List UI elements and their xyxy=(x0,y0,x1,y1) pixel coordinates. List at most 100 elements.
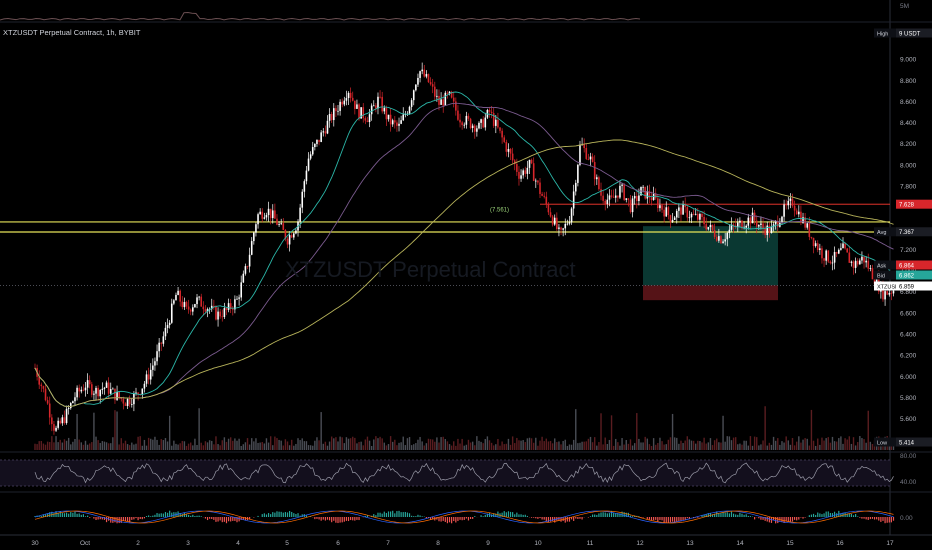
candle-body xyxy=(385,107,388,120)
volume-bar xyxy=(307,445,310,450)
macd-bar xyxy=(131,517,133,520)
volume-bar xyxy=(91,442,93,450)
price-tag-label-6: Low xyxy=(877,440,887,446)
macd-bar xyxy=(44,514,47,517)
candle-body xyxy=(459,119,461,123)
volume-bar xyxy=(665,444,667,450)
candle-body xyxy=(324,131,327,134)
candle-body xyxy=(231,308,234,310)
candle-body xyxy=(461,122,463,126)
candle-body xyxy=(419,71,421,78)
macd-bar xyxy=(78,513,80,517)
volume-bar xyxy=(720,442,722,450)
candle-body xyxy=(665,207,668,217)
volume-bar xyxy=(400,442,402,450)
price-tag-value-bg-3 xyxy=(896,260,932,270)
macd-bar xyxy=(38,516,40,517)
x-tick-label-0: 30 xyxy=(31,540,39,547)
macd-bar xyxy=(726,512,728,517)
macd-bar xyxy=(747,515,749,517)
volume-bar xyxy=(684,440,686,450)
macd-bar xyxy=(179,513,181,517)
candle-body xyxy=(284,229,287,239)
macd-bar xyxy=(354,517,356,521)
macd-bar xyxy=(429,517,432,520)
volume-bar xyxy=(278,439,280,450)
volume-bar xyxy=(766,445,768,450)
macd-bar xyxy=(223,517,225,522)
candle-body xyxy=(53,424,55,431)
candle-body xyxy=(856,260,859,265)
volume-bar xyxy=(823,440,825,450)
macd-bar xyxy=(415,516,417,517)
candle-body xyxy=(137,392,139,395)
macd-bar xyxy=(387,511,390,517)
macd-bar xyxy=(642,517,644,518)
volume-bar xyxy=(575,409,577,450)
candle-body xyxy=(84,387,87,391)
macd-bar xyxy=(143,517,146,519)
y-tick-label-14: 5.800 xyxy=(900,395,917,402)
macd-bar xyxy=(293,513,295,517)
volume-bar xyxy=(221,440,223,450)
macd-bar xyxy=(408,513,411,517)
candle-body xyxy=(867,260,870,269)
candle-body xyxy=(368,114,371,123)
macd-bar xyxy=(631,516,634,517)
y-tick-label-0: 9.000 xyxy=(900,57,917,64)
candle-body xyxy=(657,198,659,209)
macd-bar xyxy=(787,517,789,522)
macd-bar xyxy=(819,513,821,517)
volume-bar xyxy=(89,443,91,450)
volume-bar xyxy=(126,444,129,450)
price-tag-value-4: 6.862 xyxy=(899,273,915,279)
macd-bar xyxy=(49,512,51,517)
candle-body xyxy=(240,282,243,298)
volume-bar xyxy=(486,436,489,450)
candle-body xyxy=(789,198,792,201)
macd-bar xyxy=(541,517,543,520)
x-tick-label-5: 5 xyxy=(285,540,289,547)
macd-bar xyxy=(827,511,829,517)
volume-bar xyxy=(177,444,179,450)
volume-bar xyxy=(758,445,760,450)
candle-body xyxy=(61,417,64,424)
volume-axis-label: 5M xyxy=(900,3,909,10)
volume-bar xyxy=(810,409,813,450)
macd-bar xyxy=(522,514,524,517)
candle-body xyxy=(549,212,552,217)
candle-body xyxy=(741,220,743,229)
macd-bar xyxy=(836,513,838,517)
volume-bar xyxy=(564,439,566,450)
volume-bar xyxy=(181,440,183,450)
volume-bar xyxy=(522,440,524,450)
macd-bar xyxy=(514,514,516,517)
candle-body xyxy=(74,397,76,402)
macd-bar xyxy=(549,517,552,522)
macd-bar xyxy=(625,512,627,517)
volume-bar xyxy=(322,443,324,450)
volume-bar xyxy=(309,445,312,450)
macd-bar xyxy=(406,512,409,517)
candle-body xyxy=(732,224,735,226)
volume-bar xyxy=(379,436,381,450)
macd-bar xyxy=(276,511,278,517)
candle-body xyxy=(107,382,110,394)
volume-bar xyxy=(478,440,480,450)
macd-line xyxy=(34,510,894,524)
macd-bar xyxy=(169,510,171,517)
volume-bar xyxy=(101,441,104,450)
macd-bar xyxy=(876,517,878,520)
candle-body xyxy=(547,203,550,213)
macd-bar xyxy=(596,514,598,517)
price-tag-value-bg-2 xyxy=(896,227,932,237)
volume-bar xyxy=(867,410,869,450)
macd-bar xyxy=(482,516,484,517)
volume-bar xyxy=(629,439,632,450)
candle-body xyxy=(78,387,80,392)
candle-body xyxy=(101,388,104,390)
candle-body xyxy=(65,408,68,424)
candle-body xyxy=(133,393,135,405)
macd-bar xyxy=(491,514,493,517)
